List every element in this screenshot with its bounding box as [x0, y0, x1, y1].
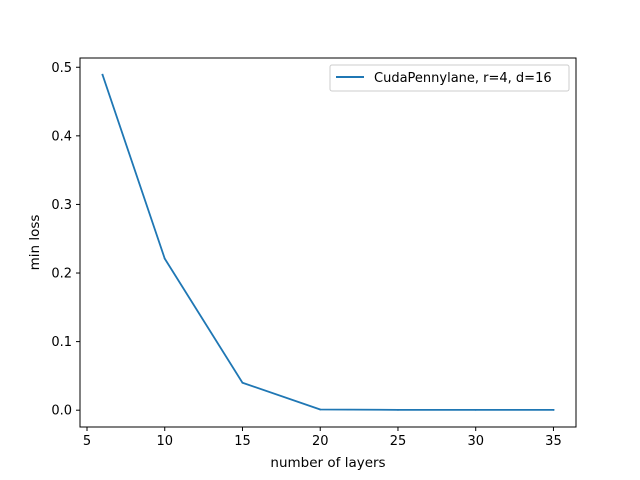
- x-tick-label: 5: [83, 434, 91, 449]
- y-tick-label: 0.1: [51, 335, 72, 350]
- x-tick-label: 30: [467, 434, 484, 449]
- legend-label: CudaPennylane, r=4, d=16: [374, 71, 552, 86]
- legend-frame: [329, 64, 570, 92]
- plot-frame: [79, 57, 577, 428]
- x-tick-label: 20: [312, 434, 329, 449]
- data-point: [101, 73, 104, 76]
- data-point: [163, 257, 166, 260]
- data-point: [241, 381, 244, 384]
- x-tick-label: 10: [156, 434, 173, 449]
- series-layer: [101, 73, 555, 411]
- data-point: [552, 408, 555, 411]
- y-axis-ticks: 0.0 0.1 0.2 0.3 0.4 0.5: [51, 61, 80, 419]
- y-tick-label: 0.2: [51, 267, 72, 282]
- y-tick-label: 0.4: [51, 129, 72, 144]
- x-tick-label: 25: [390, 434, 407, 449]
- x-tick-label: 15: [234, 434, 251, 449]
- legend: CudaPennylane, r=4, d=16: [329, 64, 570, 92]
- x-axis-label: number of layers: [270, 455, 385, 471]
- data-point: [397, 408, 399, 411]
- data-point: [319, 408, 322, 411]
- x-tick-label: 35: [545, 434, 562, 449]
- y-axis-label: min loss: [27, 215, 43, 271]
- data-point: [474, 408, 477, 411]
- y-tick-label: 0.3: [51, 198, 72, 213]
- series-line-0: [101, 73, 555, 411]
- x-axis-ticks: 5 10 15 20 25 30 35: [83, 427, 562, 449]
- y-tick-label: 0.5: [51, 61, 72, 76]
- y-tick-label: 0.0: [51, 404, 72, 419]
